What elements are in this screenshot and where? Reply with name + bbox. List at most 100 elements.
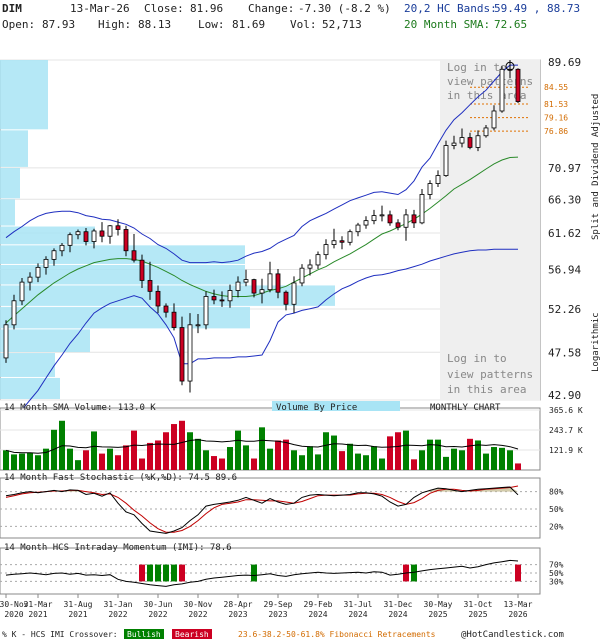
login-text-top[interactable]: Log in to view patterns in this area [447, 61, 533, 102]
logarithmic-label: Logarithmic [591, 312, 600, 372]
low-label: Low: [198, 18, 225, 31]
volume-bar [243, 445, 249, 470]
login-line: view patterns [447, 368, 533, 381]
volume-bar [91, 431, 97, 470]
split-adjusted-label: Split and Dividend Adjusted [591, 94, 600, 240]
copyright[interactable]: @HotCandlestick.com [461, 630, 564, 640]
bullish-label: Bullish [127, 630, 161, 639]
candle-up [3, 324, 9, 359]
volume-bar [3, 450, 9, 470]
login-line: in this area [447, 383, 526, 396]
volume-bar [371, 446, 377, 470]
candle-up [435, 175, 441, 184]
candle-up [59, 244, 65, 252]
candle-up [91, 230, 97, 242]
sma-value: 72.65 [494, 18, 527, 31]
candle-up [227, 290, 233, 302]
x-tick-label: 30-Jun [144, 600, 173, 609]
x-axis: 30-Nov202031-Mar202131-Aug202131-Jan2022… [0, 594, 533, 619]
price-tick-label: 56.94 [548, 263, 581, 276]
candle-up [259, 289, 265, 294]
vbp-bar [0, 199, 15, 226]
volume-bar [211, 456, 217, 470]
volume-bar [107, 448, 113, 470]
volume-tick-label: 121.9 K [549, 446, 583, 455]
vbp-bar [0, 285, 335, 306]
vbp-label-bg [272, 401, 400, 411]
volume-bar [443, 456, 449, 470]
volume-bar [411, 459, 417, 470]
imi-title: 14 Month HCS Intraday Momentum (IMI): 78… [4, 543, 232, 553]
candle-up [235, 281, 241, 291]
chart-header: DIM 13-Mar-26 Close: 81.96 Change: -7.30… [2, 2, 580, 31]
symbol-label: DIM [2, 2, 22, 15]
login-line: in this area [447, 89, 526, 102]
imi-bearish-marker [515, 564, 521, 582]
candle-down [515, 68, 521, 102]
volume-bar [43, 448, 49, 470]
x-tick-label: 31-Oct [464, 600, 493, 609]
volume-bar [323, 432, 329, 470]
volume-axis: 365.6 K 243.7 K 121.9 K [549, 406, 583, 455]
fib-label: 84.55 [544, 83, 568, 92]
volume-bar [27, 452, 33, 470]
volume-bar [387, 436, 393, 470]
x-tick-label: 2021 [68, 610, 87, 619]
imi-bullish-marker [251, 564, 257, 582]
x-tick-label: 2024 [388, 610, 407, 619]
volume-bar [219, 458, 225, 470]
pattern-area[interactable] [440, 60, 540, 400]
x-tick-label: 2020 [4, 610, 23, 619]
vbp-bar [0, 377, 60, 399]
x-tick-label: 31-Aug [64, 600, 93, 609]
volume-bar [203, 450, 209, 470]
volume-bar [227, 447, 233, 470]
volume-bar [195, 438, 201, 470]
candle-down [251, 279, 257, 294]
x-tick-label: 2026 [508, 610, 527, 619]
candle-down [131, 250, 137, 261]
stochastic-panel [0, 477, 541, 539]
volume-bar [491, 447, 497, 470]
volume-bar [315, 454, 321, 470]
imi-line [5, 559, 519, 587]
low-value: 81.69 [232, 18, 265, 31]
volume-bar [75, 460, 81, 470]
candle-up [67, 234, 73, 246]
price-tick-label: 89.69 [548, 56, 581, 69]
volume-bar [363, 455, 369, 470]
candle-up [195, 324, 201, 327]
bearish-label: Bearish [175, 630, 209, 639]
change-value: -7.30 (-8.2 %) [298, 2, 391, 15]
legend-prefix: % K - HCS IMI Crossover: [2, 630, 118, 639]
volume-bar [123, 445, 129, 470]
last-price-marker [505, 61, 515, 71]
candle-down [219, 299, 225, 302]
candle-up [19, 281, 25, 302]
stochastic-k-line [5, 486, 519, 534]
volume-bar [51, 429, 57, 470]
volume-bar [99, 453, 105, 470]
candle-down [115, 225, 121, 230]
x-tick-label: 31-Mar [24, 600, 53, 609]
volume-bar [147, 442, 153, 470]
candle-up [27, 276, 33, 283]
volume-bar [299, 455, 305, 470]
price-tick-label: 66.30 [548, 193, 581, 206]
login-text-bottom[interactable]: Log in to view patterns in this area [447, 352, 533, 396]
change-label: Change: [248, 2, 294, 15]
imi-tick-label: 50% [549, 569, 564, 578]
volume-bar [435, 439, 441, 470]
imi-tick-label: 30% [549, 577, 564, 586]
vbp-bar [0, 353, 55, 377]
volume-bar [507, 450, 513, 470]
candle-up [379, 214, 385, 217]
imi-axis: 70%50%30% [549, 561, 564, 587]
candle-up [419, 194, 425, 224]
candle-up [267, 273, 273, 291]
volume-bar [187, 432, 193, 470]
imi-bearish-marker [179, 564, 185, 582]
candle-up [35, 266, 41, 278]
candle-down [395, 222, 401, 228]
